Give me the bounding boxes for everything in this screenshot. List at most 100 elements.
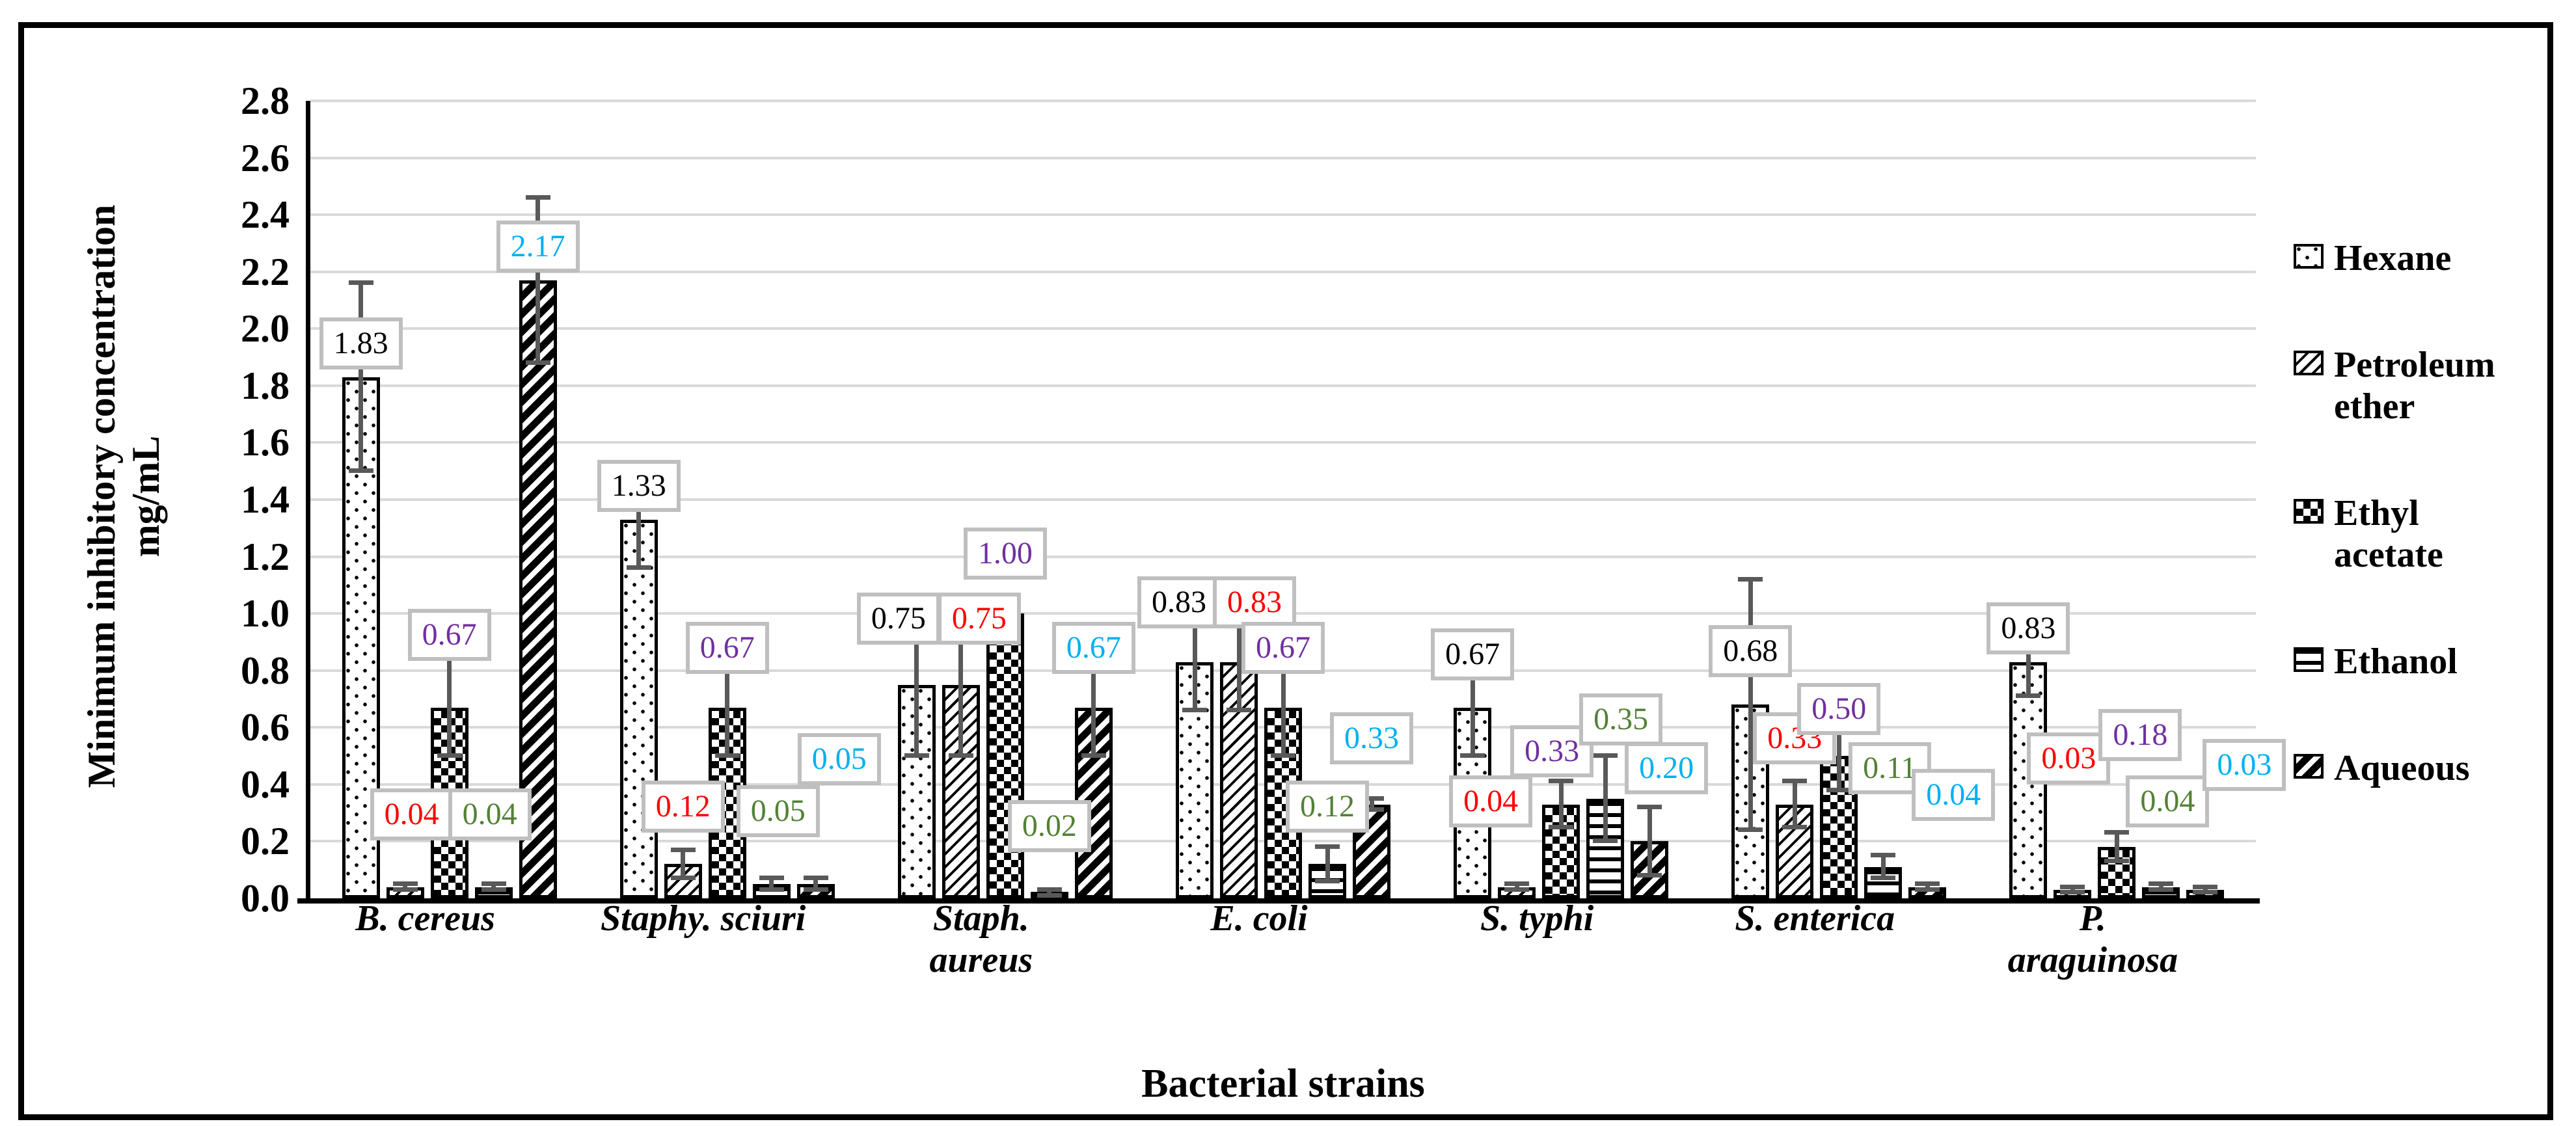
- error-bar-top-cap: [1871, 853, 1896, 858]
- error-bar: [1558, 781, 1564, 827]
- error-bar-bottom-cap: [803, 887, 828, 892]
- y-tick-label: 0.8: [241, 649, 290, 692]
- bar-ethyl-acetate-6: [2098, 847, 2136, 898]
- y-axis-title: Minimum inhibitory concentration mg/mL: [79, 96, 170, 896]
- error-bar-top-cap: [1593, 753, 1618, 758]
- data-label: 1.33: [597, 459, 681, 512]
- data-label: 0.50: [1797, 683, 1881, 736]
- data-label: 0.18: [2098, 709, 2182, 762]
- data-label: 0.33: [1753, 712, 1837, 764]
- error-bar-top-cap: [1037, 887, 1062, 892]
- error-bar: [1603, 756, 1608, 842]
- legend-item-label: Aqueous: [2334, 748, 2470, 788]
- plot-area: 1.83 1.33 0.75 0.83 0.67 0.68 0.83 0.04 0.12 0.75…: [310, 100, 2286, 898]
- x-category-label: Staphy. sciuri: [601, 898, 806, 939]
- data-label: 0.12: [641, 781, 725, 833]
- error-bar: [403, 884, 408, 890]
- error-bar: [1047, 889, 1052, 896]
- error-bar-top-cap: [392, 881, 418, 887]
- error-bar-top-cap: [1782, 779, 1808, 784]
- error-bar: [1792, 781, 1797, 827]
- error-bar-bottom-cap: [1460, 753, 1485, 758]
- error-bar: [1192, 613, 1197, 711]
- y-axis-title-line1: Minimum inhibitory concentration: [80, 204, 123, 788]
- error-bar-bottom-cap: [759, 887, 784, 892]
- petroleum-ether-pattern-swatch-icon: [2294, 351, 2324, 375]
- error-bar-top-cap: [525, 194, 550, 200]
- error-bar: [536, 197, 541, 363]
- error-bar-top-cap: [670, 847, 696, 852]
- error-bar: [1748, 579, 1753, 830]
- gridline: [310, 156, 2256, 159]
- error-bar-top-cap: [1738, 576, 1763, 582]
- error-bar-top-cap: [1549, 779, 1574, 784]
- ethanol-pattern-swatch-icon: [2294, 647, 2324, 672]
- error-bar-bottom-cap: [1871, 876, 1896, 881]
- y-axis-line: [306, 101, 310, 903]
- bar-hexane-3: [1176, 662, 1213, 898]
- error-bar-bottom-cap: [1081, 753, 1106, 758]
- error-bar-bottom-cap: [1593, 838, 1618, 844]
- data-label: 0.67: [685, 621, 769, 674]
- data-label: 0.02: [1007, 800, 1091, 853]
- y-tick-label: 2.8: [241, 79, 290, 122]
- error-bar: [958, 613, 964, 757]
- error-bar: [914, 613, 919, 757]
- error-bar-top-cap: [481, 881, 506, 887]
- chart-frame: Minimum inhibitory concentration mg/mL 0…: [18, 22, 2553, 1120]
- legend-item-hexane: Hexane: [2294, 237, 2569, 279]
- x-axis-line: [297, 898, 2260, 904]
- error-bar-bottom-cap: [1315, 878, 1340, 883]
- error-bar-top-cap: [1504, 881, 1530, 887]
- x-category-label: S. enterica: [1735, 898, 1895, 939]
- x-category-label: S. typhi: [1480, 898, 1594, 939]
- y-tick-label: 2.2: [241, 250, 290, 293]
- hexane-pattern-swatch-icon: [2294, 244, 2324, 269]
- data-label: 0.12: [1286, 781, 1369, 833]
- legend-item-label: Ethyl acetate: [2334, 493, 2443, 575]
- y-tick-label: 2.6: [241, 136, 290, 180]
- error-bar-bottom-cap: [904, 753, 929, 758]
- gridline: [310, 270, 2256, 273]
- error-bar-top-cap: [2149, 881, 2174, 887]
- error-bar-top-cap: [2060, 884, 2085, 889]
- legend-item-ethyl-acetate: Ethyl acetate: [2294, 492, 2569, 576]
- legend: Hexane Petroleum ether Ethyl acetate Ethano…: [2294, 237, 2569, 854]
- error-bar-bottom-cap: [437, 753, 462, 758]
- error-bar: [813, 878, 819, 890]
- y-tick-label: 1.2: [241, 535, 290, 578]
- gridline: [310, 441, 2256, 444]
- error-bar-top-cap: [1637, 804, 1662, 809]
- y-tick-label: 2.0: [241, 307, 290, 351]
- error-bar-bottom-cap: [1782, 824, 1808, 829]
- error-bar: [1281, 659, 1286, 757]
- error-bar: [769, 878, 774, 890]
- error-bar: [447, 659, 452, 757]
- data-label: 0.05: [736, 785, 820, 838]
- error-bar: [2114, 833, 2119, 862]
- data-label: 0.67: [1051, 621, 1135, 674]
- error-bar: [1647, 807, 1652, 876]
- gridline: [310, 555, 2256, 558]
- x-category-label: Staph. aureus: [929, 898, 1033, 980]
- bar-aqueous-3: [1353, 804, 1390, 898]
- error-bar-top-cap: [759, 876, 784, 881]
- data-label: 0.04: [1449, 775, 1533, 827]
- error-bar-top-cap: [1315, 844, 1340, 850]
- error-bar-bottom-cap: [714, 753, 740, 758]
- x-axis-title: Bacterial strains: [1141, 1062, 1425, 1106]
- error-bar-bottom-cap: [948, 753, 973, 758]
- data-label: 0.05: [797, 733, 881, 786]
- y-tick-label: 0.2: [241, 820, 290, 863]
- legend-item-petroleum-ether: Petroleum ether: [2294, 344, 2569, 427]
- error-bar-bottom-cap: [2193, 890, 2218, 895]
- data-label: 1.00: [963, 528, 1047, 580]
- error-bar-bottom-cap: [1037, 892, 1062, 898]
- data-label: 0.03: [2203, 738, 2286, 791]
- y-tick-label: 1.4: [241, 478, 290, 521]
- error-bar-bottom-cap: [348, 468, 373, 474]
- data-label: 0.75: [937, 592, 1021, 645]
- error-bar-bottom-cap: [1359, 807, 1384, 812]
- data-label: 0.67: [1431, 628, 1515, 680]
- error-bar-bottom-cap: [1271, 753, 1295, 758]
